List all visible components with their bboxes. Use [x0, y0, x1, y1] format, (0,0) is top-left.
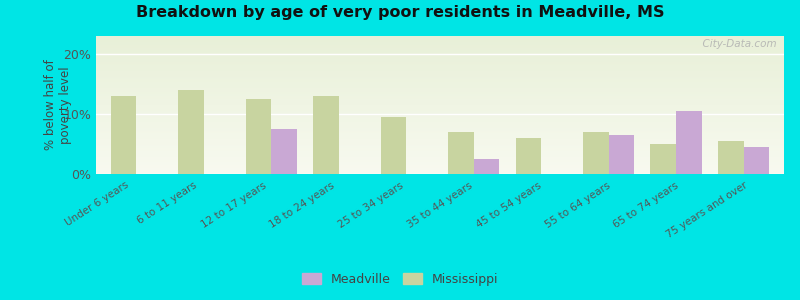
Bar	[609, 135, 634, 174]
Text: 12 to 17 years: 12 to 17 years	[199, 180, 268, 230]
Text: 25 to 34 years: 25 to 34 years	[337, 180, 406, 230]
Bar	[474, 159, 499, 174]
Bar	[718, 141, 743, 174]
Bar	[246, 99, 271, 174]
Text: 55 to 64 years: 55 to 64 years	[543, 180, 612, 230]
Bar	[271, 129, 297, 174]
Bar	[676, 111, 702, 174]
Text: 65 to 74 years: 65 to 74 years	[612, 180, 681, 230]
Text: 6 to 11 years: 6 to 11 years	[136, 180, 199, 226]
Bar	[583, 132, 609, 174]
Bar	[111, 96, 137, 174]
Bar	[313, 96, 339, 174]
Text: Breakdown by age of very poor residents in Meadville, MS: Breakdown by age of very poor residents …	[136, 4, 664, 20]
Text: Under 6 years: Under 6 years	[63, 180, 130, 228]
Bar	[448, 132, 474, 174]
Legend: Meadville, Mississippi: Meadville, Mississippi	[297, 268, 503, 291]
Bar	[650, 144, 676, 174]
Text: 75 years and over: 75 years and over	[665, 180, 750, 240]
Bar	[381, 117, 406, 174]
Text: 45 to 54 years: 45 to 54 years	[474, 180, 543, 230]
Bar	[515, 138, 541, 174]
Bar	[743, 147, 769, 174]
Bar	[178, 90, 204, 174]
Text: 35 to 44 years: 35 to 44 years	[406, 180, 474, 230]
Y-axis label: % below half of
poverty level: % below half of poverty level	[44, 60, 72, 150]
Text: City-Data.com: City-Data.com	[697, 39, 777, 49]
Text: 18 to 24 years: 18 to 24 years	[268, 180, 337, 230]
